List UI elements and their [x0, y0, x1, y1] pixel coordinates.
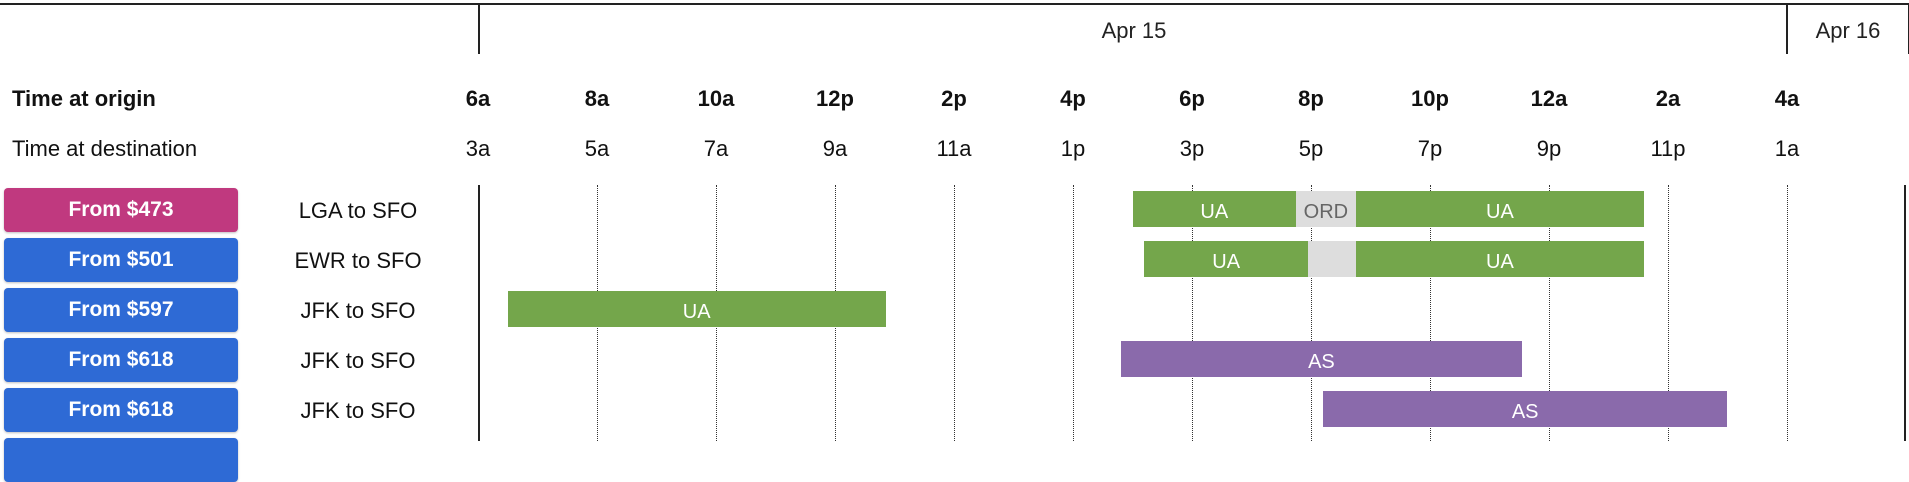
origin-tick-label: 4a [1774, 86, 1800, 111]
route-label: JFK to SFO [300, 348, 416, 373]
route-label: JFK to SFO [300, 398, 416, 423]
origin-tick-label: 8a [584, 86, 610, 111]
destination-tick-label: 5p [1298, 136, 1324, 161]
gridline [1549, 185, 1550, 441]
price-button[interactable]: From $618 [4, 388, 238, 432]
origin-tick-label: 10p [1411, 86, 1449, 111]
flight-segment[interactable]: UA [1132, 191, 1297, 227]
top-border [0, 3, 1909, 5]
destination-time-label: Time at destination [12, 136, 198, 161]
day-label: Apr 15 [1101, 18, 1167, 43]
gridline [1787, 185, 1788, 441]
route-label: JFK to SFO [300, 298, 416, 323]
gridline [1073, 185, 1074, 441]
destination-tick-label: 11p [1650, 136, 1686, 161]
origin-tick-label: 12p [816, 86, 854, 111]
price-button[interactable]: From $597 [4, 288, 238, 332]
flight-segment[interactable]: UA [1144, 241, 1309, 277]
flight-segment[interactable]: AS [1322, 391, 1728, 427]
destination-tick-label: 9a [822, 136, 848, 161]
flight-segment[interactable]: UA [1355, 191, 1645, 227]
price-button[interactable]: From $618 [4, 338, 238, 382]
gridline [1192, 185, 1193, 441]
flight-segment[interactable]: AS [1120, 341, 1523, 377]
destination-tick-label: 7a [703, 136, 729, 161]
flight-segment[interactable]: UA [507, 291, 886, 327]
day-label: Apr 16 [1815, 18, 1881, 43]
destination-tick-label: 5a [584, 136, 610, 161]
destination-tick-label: 1a [1774, 136, 1800, 161]
destination-tick-label: 3p [1179, 136, 1205, 161]
destination-tick-label: 1p [1060, 136, 1086, 161]
origin-tick-label: 8p [1298, 86, 1324, 111]
origin-tick-label: 2a [1655, 86, 1681, 111]
gridline [1668, 185, 1669, 441]
origin-tick-label: 12a [1530, 86, 1568, 111]
destination-tick-label: 9p [1536, 136, 1562, 161]
day-band-0: Apr 15 [478, 4, 1788, 54]
route-label: EWR to SFO [294, 248, 422, 273]
route-label: LGA to SFO [298, 198, 418, 223]
chart-left-edge [478, 185, 480, 441]
layover-segment: ORD [1296, 191, 1356, 227]
gridline [954, 185, 955, 441]
flight-segment[interactable]: UA [1355, 241, 1645, 277]
day-band-1: Apr 16 [1786, 4, 1909, 54]
gridline [1430, 185, 1431, 441]
price-button[interactable]: From $501 [4, 238, 238, 282]
layover-segment [1308, 241, 1356, 277]
origin-tick-label: 2p [941, 86, 967, 111]
destination-tick-label: 3a [465, 136, 491, 161]
origin-tick-label: 4p [1060, 86, 1086, 111]
origin-tick-label: 6p [1179, 86, 1205, 111]
chart-right-edge [1904, 185, 1906, 441]
price-button[interactable] [4, 438, 238, 482]
origin-tick-label: 6a [465, 86, 491, 111]
price-button[interactable]: From $473 [4, 188, 238, 232]
origin-time-label: Time at origin [12, 86, 156, 111]
origin-tick-label: 10a [697, 86, 735, 111]
destination-tick-label: 7p [1417, 136, 1443, 161]
destination-tick-label: 11a [936, 136, 972, 161]
gridline [1311, 185, 1312, 441]
